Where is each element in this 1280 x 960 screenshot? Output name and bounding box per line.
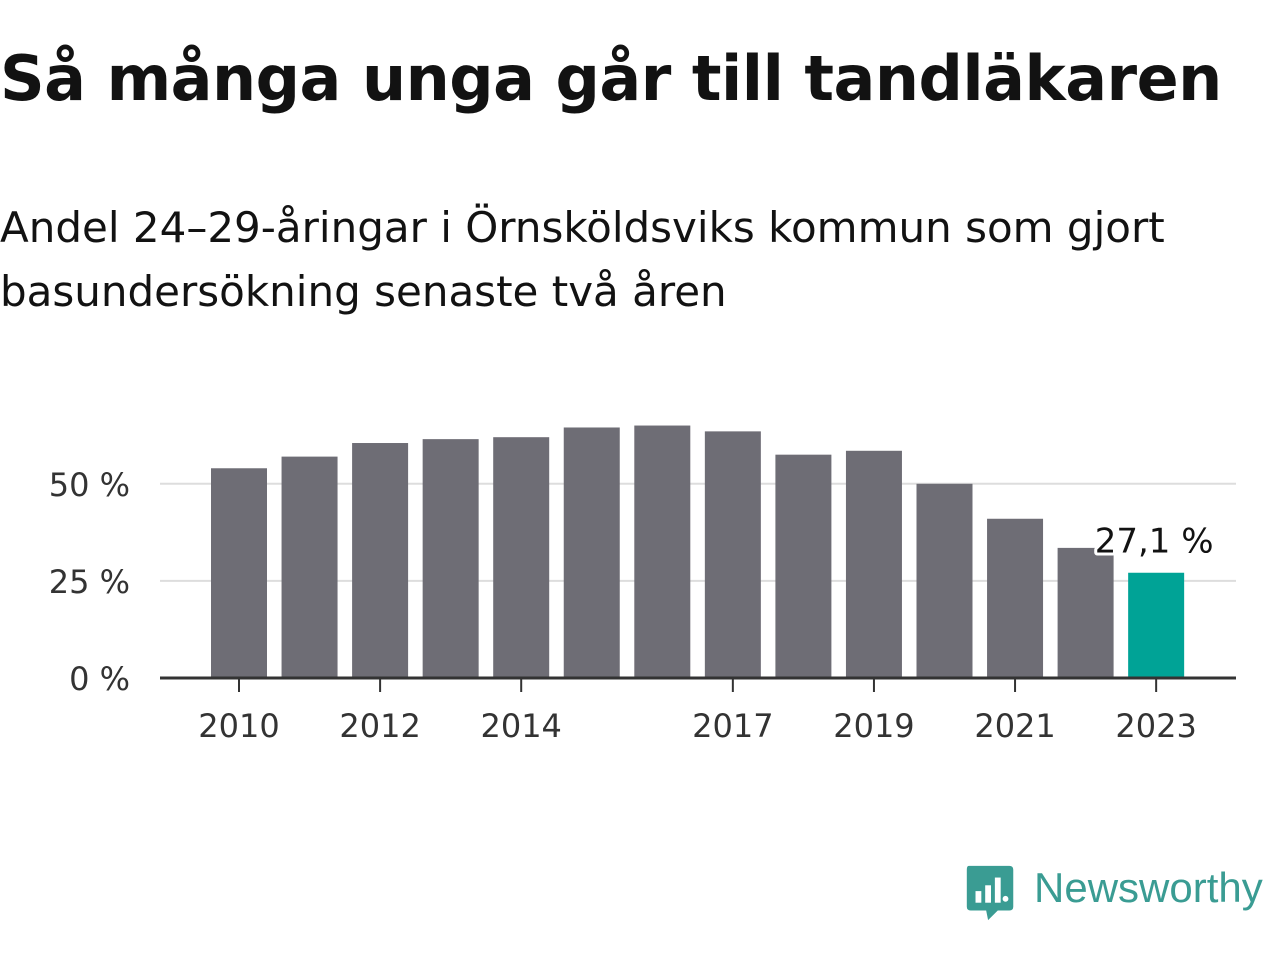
bar	[563, 427, 620, 678]
bar	[845, 450, 902, 678]
bar	[211, 468, 267, 678]
bar	[281, 456, 338, 678]
x-tick-label: 2023	[1115, 707, 1196, 745]
x-tick-label: 2010	[198, 707, 279, 745]
x-tick-label: 2012	[339, 707, 420, 745]
value-annotation: 27,1 %	[1095, 522, 1214, 562]
newsworthy-logo-icon	[966, 865, 1014, 921]
y-tick-label: 0 %	[69, 660, 130, 698]
x-tick-label: 2019	[833, 707, 914, 745]
chart-subtitle: Andel 24–29-åringar i Örnsköldsviks komm…	[0, 203, 1165, 316]
bar	[634, 425, 691, 678]
bar	[775, 454, 832, 678]
x-tick-label: 2017	[692, 707, 773, 745]
bar	[422, 439, 479, 678]
bar	[352, 443, 409, 678]
highlight-bar	[1128, 572, 1185, 678]
y-tick-label: 50 %	[49, 466, 130, 504]
bar	[987, 518, 1044, 678]
x-tick-label: 2021	[974, 707, 1055, 745]
bar	[916, 483, 973, 678]
chart-title: Så många unga går till tandläkaren	[0, 42, 1222, 115]
bar	[1057, 547, 1114, 678]
bar-chart: 0 % 25 % 50 % 27,1 % 2010 2012 2014 2017 2019 202…	[49, 425, 1236, 745]
newsworthy-logo-text: Newsworthy	[1034, 864, 1263, 911]
bar	[704, 431, 761, 678]
bar	[493, 437, 550, 678]
x-tick-label: 2014	[480, 707, 561, 745]
y-tick-label: 25 %	[49, 563, 130, 601]
